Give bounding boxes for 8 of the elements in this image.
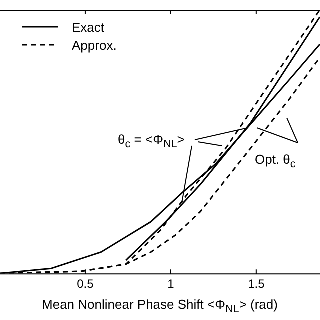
x-tick-label: 1.5 (248, 277, 266, 292)
legend-label: Exact (72, 20, 105, 34)
annotation: Opt. θ$_{c}$ (255, 152, 296, 171)
legend-label: Approx. (72, 38, 117, 52)
x-tick-label: 1 (168, 277, 175, 292)
x-tick-label: 0.5 (77, 277, 94, 292)
x-axis-title: Mean Nonlinear Phase Shift <Φ$_{NL}$> (rad) (41, 297, 279, 316)
annotation: θ$_{c}$ = <Φ$_{NL}$> (118, 132, 185, 151)
